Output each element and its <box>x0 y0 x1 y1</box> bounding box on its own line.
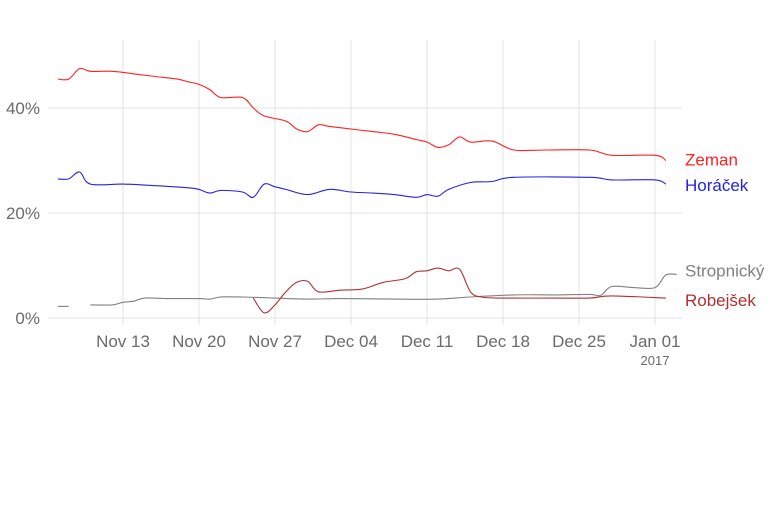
x-tick-label: Nov 27 <box>248 332 302 351</box>
y-tick-label: 20% <box>6 204 40 223</box>
x-tick-label: Nov 20 <box>172 332 226 351</box>
series-line-stropnicky <box>90 273 677 306</box>
x-tick-label: Dec 11 <box>401 332 454 351</box>
series-label-zeman: Zeman <box>685 151 738 170</box>
x-axis-ticks: Nov 13 Nov 20 Nov 27 Dec 04 Dec 11 Dec 18 Dec … <box>96 332 680 368</box>
series-line-robejsek <box>252 267 666 314</box>
series-line-zeman <box>57 67 667 161</box>
y-tick-label: 0% <box>15 309 40 328</box>
series-label-robejsek: Robejšek <box>685 291 756 310</box>
series-line-horacek <box>57 171 667 199</box>
y-tick-label: 40% <box>6 99 40 118</box>
grid <box>48 40 682 325</box>
x-tick-label: Dec 25 <box>552 332 606 351</box>
x-tick-label: Nov 13 <box>96 332 150 351</box>
series-label-horacek: Horáček <box>685 176 749 195</box>
series-labels: Zeman Horáček Stropnický Robejšek <box>685 151 765 311</box>
x-tick-label: Dec 18 <box>476 332 530 351</box>
y-axis-ticks: 0% 20% 40% <box>6 99 40 328</box>
series-lines <box>57 67 677 314</box>
series-label-stropnicky: Stropnický <box>685 261 765 280</box>
x-tick-label: Jan 01 <box>629 332 680 351</box>
x-tick-year-label: 2017 <box>641 353 670 368</box>
x-tick-label: Dec 04 <box>324 332 378 351</box>
